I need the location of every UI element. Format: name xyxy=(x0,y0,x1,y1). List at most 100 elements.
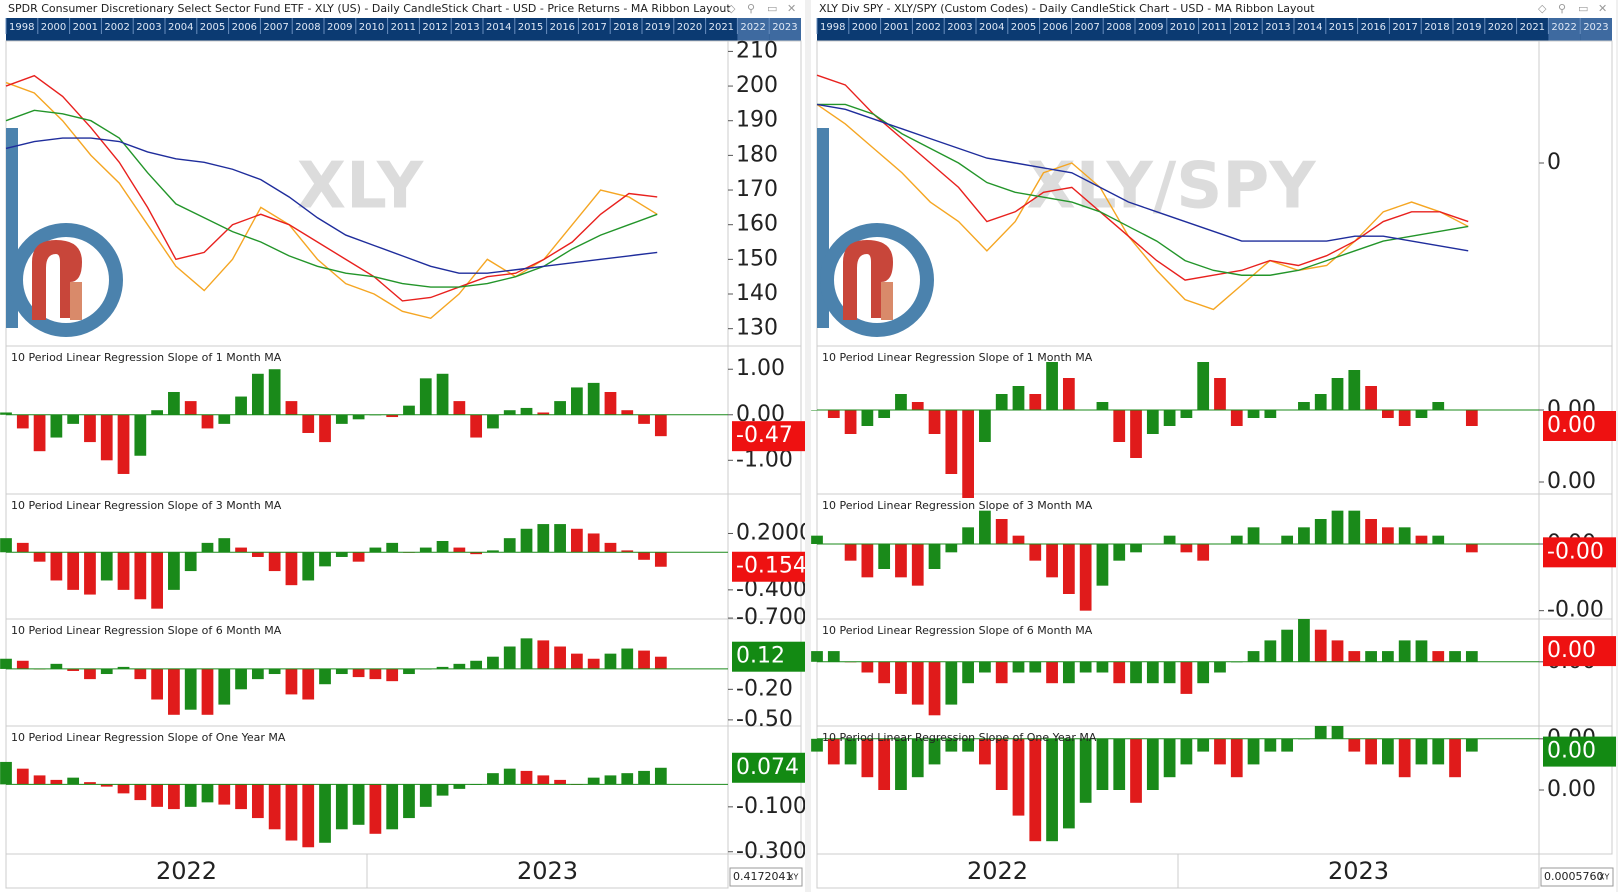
year-label[interactable]: 2002 xyxy=(104,22,129,33)
window-button[interactable]: ◇ xyxy=(1538,2,1547,15)
histogram-bar xyxy=(16,660,29,669)
year-label[interactable]: 2017 xyxy=(1392,22,1417,33)
histogram-bar xyxy=(302,552,315,581)
year-strip[interactable] xyxy=(6,18,801,41)
year-label[interactable]: 2008 xyxy=(295,22,320,33)
histogram-bar xyxy=(386,414,399,418)
year-label[interactable]: 2000 xyxy=(41,22,66,33)
histogram-bar xyxy=(1432,535,1445,544)
logo-arch xyxy=(32,240,82,320)
year-label[interactable]: 2015 xyxy=(1329,22,1354,33)
histogram-bar xyxy=(100,668,113,675)
year-label[interactable]: 2013 xyxy=(454,22,479,33)
histogram-bar xyxy=(861,661,874,673)
window-button[interactable]: ▭ xyxy=(767,2,777,15)
window-button[interactable]: ✕ xyxy=(1598,2,1607,15)
readout: 0.4172041 xyxy=(733,870,793,883)
histogram-bar xyxy=(0,412,12,415)
year-label[interactable]: 2010 xyxy=(359,22,384,33)
year-label[interactable]: 2011 xyxy=(1202,22,1227,33)
histogram-bar xyxy=(50,663,63,669)
year-label[interactable]: 2019 xyxy=(1456,22,1481,33)
histogram-bar xyxy=(911,738,924,778)
year-label[interactable]: 2012 xyxy=(422,22,447,33)
y-tick-label: 0 xyxy=(1547,150,1561,175)
year-label[interactable]: 2022 xyxy=(1551,22,1576,33)
year-label[interactable]: 2014 xyxy=(1297,22,1322,33)
year-label[interactable]: 2023 xyxy=(772,22,797,33)
histogram-bar xyxy=(1432,402,1445,410)
year-label[interactable]: 2009 xyxy=(1138,22,1163,33)
year-label[interactable]: 2013 xyxy=(1265,22,1290,33)
histogram-bar xyxy=(979,510,991,544)
year-label[interactable]: 2016 xyxy=(1361,22,1386,33)
histogram-bar xyxy=(827,738,840,765)
year-label[interactable]: 2017 xyxy=(581,22,606,33)
year-label[interactable]: 2007 xyxy=(263,22,288,33)
histogram-bar xyxy=(1146,738,1159,790)
value-box-label: -0.1540 xyxy=(736,554,805,579)
year-label[interactable]: 2018 xyxy=(613,22,638,33)
histogram-bar xyxy=(1130,661,1142,684)
histogram-bar xyxy=(33,414,46,452)
year-label[interactable]: 2015 xyxy=(518,22,543,33)
year-label[interactable]: 2018 xyxy=(1424,22,1449,33)
y-tick-label: 200 xyxy=(736,73,778,98)
year-label[interactable]: 2006 xyxy=(232,22,257,33)
year-label[interactable]: 2008 xyxy=(1106,22,1131,33)
year-label[interactable]: 2004 xyxy=(979,22,1004,33)
year-label[interactable]: 2023 xyxy=(1583,22,1608,33)
year-label[interactable]: 2000 xyxy=(852,22,877,33)
histogram-bar xyxy=(0,658,12,669)
histogram-bar xyxy=(117,414,130,474)
indicator-pane: 10 Period Linear Regression Slope of 3 M… xyxy=(811,499,1539,611)
year-label[interactable]: 2006 xyxy=(1043,22,1068,33)
year-label[interactable]: 2005 xyxy=(1011,22,1036,33)
histogram-bar xyxy=(1348,651,1361,662)
window-button[interactable]: ✕ xyxy=(787,2,796,15)
year-label[interactable]: 2012 xyxy=(1233,22,1258,33)
year-label[interactable]: 2003 xyxy=(947,22,972,33)
x-tick-label: 2022 xyxy=(156,857,217,885)
year-label[interactable]: 2010 xyxy=(1170,22,1195,33)
histogram-bar xyxy=(878,661,891,684)
histogram-bar xyxy=(403,405,415,415)
year-label[interactable]: 2021 xyxy=(709,22,734,33)
histogram-bar xyxy=(84,782,96,785)
year-label[interactable]: 2004 xyxy=(168,22,193,33)
window-button[interactable]: ▭ xyxy=(1578,2,1588,15)
year-label[interactable]: 2019 xyxy=(645,22,670,33)
year-label[interactable]: 2003 xyxy=(136,22,161,33)
year-label[interactable]: 2001 xyxy=(73,22,98,33)
year-label[interactable]: 2001 xyxy=(884,22,909,33)
value-box xyxy=(732,551,805,582)
year-label[interactable]: 2022 xyxy=(740,22,765,33)
year-label[interactable]: 2002 xyxy=(915,22,940,33)
year-label[interactable]: 2011 xyxy=(391,22,416,33)
year-label[interactable]: 2016 xyxy=(550,22,575,33)
histogram-bar xyxy=(436,784,449,796)
histogram-bar xyxy=(386,668,399,682)
histogram-bar xyxy=(117,784,130,794)
readout-tag[interactable]: XY xyxy=(1599,873,1609,882)
year-label[interactable]: 2005 xyxy=(200,22,225,33)
value-box-label: 0.074 xyxy=(736,755,799,780)
year-label[interactable]: 2020 xyxy=(1488,22,1513,33)
year-label[interactable]: 2020 xyxy=(677,22,702,33)
histogram-bar xyxy=(319,668,331,685)
year-label[interactable]: 2014 xyxy=(486,22,511,33)
histogram-bar xyxy=(50,779,63,785)
window-button[interactable]: ◇ xyxy=(727,2,736,15)
window-button[interactable]: ⚲ xyxy=(747,2,755,15)
year-label[interactable]: 2009 xyxy=(327,22,352,33)
year-label[interactable]: 1998 xyxy=(820,22,845,33)
year-label[interactable]: 1998 xyxy=(9,22,34,33)
window-button[interactable]: ⚲ xyxy=(1558,2,1566,15)
year-label[interactable]: 2007 xyxy=(1074,22,1099,33)
year-strip[interactable] xyxy=(817,18,1612,41)
readout-tag[interactable]: XY xyxy=(788,873,798,882)
indicator-pane: 10 Period Linear Regression Slope of One… xyxy=(0,731,728,848)
histogram-bar xyxy=(587,658,600,669)
histogram-bar xyxy=(1415,410,1428,418)
year-label[interactable]: 2021 xyxy=(1520,22,1545,33)
